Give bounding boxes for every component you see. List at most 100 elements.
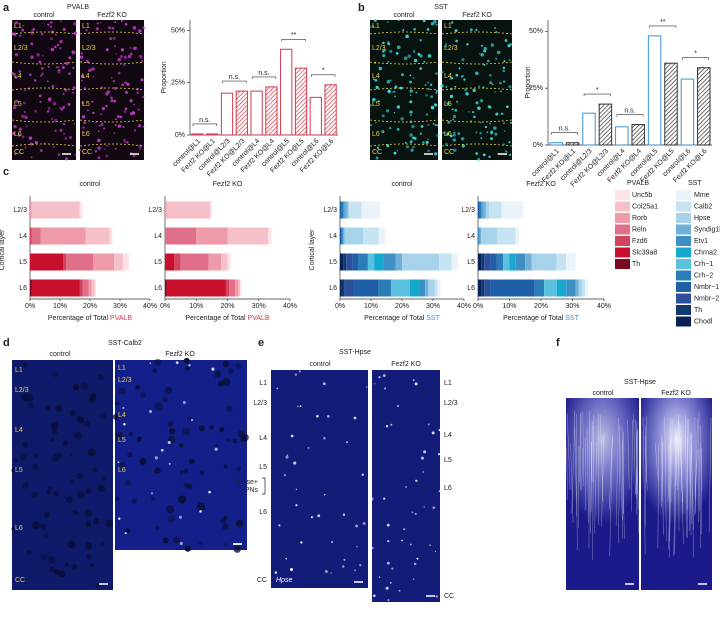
cell: [446, 102, 450, 106]
bar-segment: [227, 227, 269, 245]
cell: [298, 370, 301, 373]
micrograph: [442, 20, 512, 160]
cell: [117, 58, 121, 62]
bar-segment: [478, 227, 480, 245]
cell: [373, 594, 376, 598]
layer-label: L4: [444, 432, 452, 439]
micrograph: [372, 370, 440, 602]
layer-label: L6: [259, 509, 267, 516]
cell: [373, 19, 377, 23]
cell: [375, 156, 379, 160]
cell: [54, 129, 57, 132]
cell: [22, 482, 29, 489]
cell: [295, 504, 298, 507]
cell: [400, 73, 404, 77]
cell: [179, 541, 183, 545]
significance-label: n.s.: [258, 70, 269, 77]
layer-label: L4: [372, 73, 380, 80]
bar-segment: [208, 253, 222, 271]
cell: [133, 129, 137, 132]
layer-label: L1: [444, 380, 452, 387]
bar-segment: [378, 227, 385, 245]
cell: [185, 365, 190, 371]
cell: [44, 405, 51, 411]
cell: [85, 60, 89, 64]
image-label: Fezf2 KO: [462, 12, 492, 19]
dendrite: [657, 444, 659, 549]
image-label: control: [393, 12, 414, 19]
cell: [47, 23, 50, 26]
cell: [24, 146, 27, 149]
cell: [64, 157, 69, 161]
cell: [50, 117, 54, 121]
bar: [191, 133, 204, 136]
cell: [81, 101, 85, 105]
legend-label: Mme: [694, 192, 710, 199]
cell: [115, 118, 117, 121]
bar-segment: [340, 279, 342, 297]
cell: [121, 83, 125, 87]
cell: [283, 474, 287, 477]
cell: [142, 26, 146, 30]
bar: [631, 124, 645, 146]
cell: [395, 52, 399, 55]
bar-segment: [30, 279, 32, 297]
cell: [123, 139, 127, 143]
dendrite: [689, 433, 692, 524]
bar-segment: [419, 279, 426, 297]
cell: [49, 21, 53, 24]
bar-segment: [174, 253, 181, 271]
cell: [366, 386, 368, 388]
bar-segment: [481, 227, 497, 245]
cell: [324, 570, 328, 573]
bar: [265, 86, 278, 136]
cell: [32, 463, 39, 470]
y-tick-label: 50%: [171, 27, 185, 34]
cell: [449, 77, 453, 80]
cell: [50, 47, 55, 52]
legend-label: Fzd6: [632, 238, 648, 245]
cell: [49, 566, 55, 573]
y-tick-label: L5: [467, 259, 475, 266]
layer-label: L2/3: [444, 400, 458, 407]
legend-swatch: [676, 282, 691, 292]
cell: [409, 110, 413, 114]
cell: [93, 518, 100, 525]
cell: [369, 104, 372, 107]
cell: [122, 125, 125, 129]
bar-segment: [437, 279, 441, 297]
bar-segment: [240, 279, 242, 297]
significance-bracket: [682, 57, 710, 60]
cell: [489, 81, 493, 85]
cell: [376, 146, 380, 149]
cell: [425, 94, 428, 97]
y-tick-label: 0%: [533, 142, 543, 149]
cell: [50, 37, 53, 41]
cell: [397, 18, 400, 22]
cell: [116, 115, 120, 118]
cell: [59, 39, 63, 44]
cell: [168, 428, 176, 435]
cell: [137, 29, 142, 33]
cell: [235, 362, 242, 369]
bar-segment: [575, 279, 579, 297]
x-axis-label-cell-type: SST: [426, 315, 440, 322]
cell: [21, 114, 25, 119]
cell: [475, 131, 478, 134]
cell: [27, 402, 35, 409]
cell: [118, 517, 121, 520]
cell: [120, 55, 123, 58]
cell: [114, 147, 117, 150]
cell: [409, 74, 412, 77]
cell: [227, 368, 234, 374]
cell: [440, 84, 444, 88]
cell: [13, 458, 18, 463]
cell: [99, 412, 107, 420]
bar-segment: [489, 201, 502, 219]
cell: [55, 405, 62, 412]
cell: [186, 483, 193, 489]
cell: [213, 370, 221, 378]
cell: [65, 496, 74, 504]
bar-segment: [40, 227, 86, 245]
cell: [155, 525, 160, 531]
